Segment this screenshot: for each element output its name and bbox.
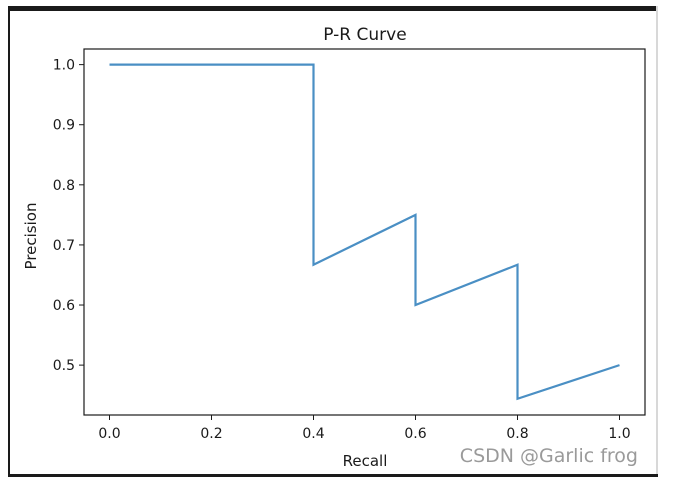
y-axis-label: Precision [22, 203, 40, 270]
x-tick-label: 1.0 [608, 426, 630, 442]
bottom-border [8, 474, 658, 477]
y-tick-label: 0.6 [53, 298, 75, 314]
plot-area: 0.0 0.2 0.4 0.6 0.8 1.0 0.5 0.6 0.7 0.8 0.9 1.0 [53, 48, 646, 442]
watermark-text: CSDN @Garlic frog [460, 445, 638, 467]
pr-curve-line [109, 63, 620, 401]
y-tick-label: 0.8 [53, 178, 75, 194]
x-tick-label: 0.4 [302, 426, 324, 442]
axes-frame [83, 48, 646, 416]
x-tick-label: 0.6 [404, 426, 426, 442]
y-tick-label: 0.7 [53, 238, 75, 254]
top-border [8, 6, 658, 11]
right-border [656, 6, 658, 477]
x-tick-label: 0.0 [98, 426, 120, 442]
y-tick-label: 1.0 [53, 58, 75, 74]
y-tick-label: 0.5 [53, 358, 75, 374]
x-tick-label: 0.2 [200, 426, 222, 442]
x-axis-label: Recall [343, 452, 388, 470]
y-tick-label: 0.9 [53, 118, 75, 134]
x-tick-label: 0.8 [506, 426, 528, 442]
left-border [8, 6, 10, 477]
chart-title: P-R Curve [323, 25, 406, 45]
